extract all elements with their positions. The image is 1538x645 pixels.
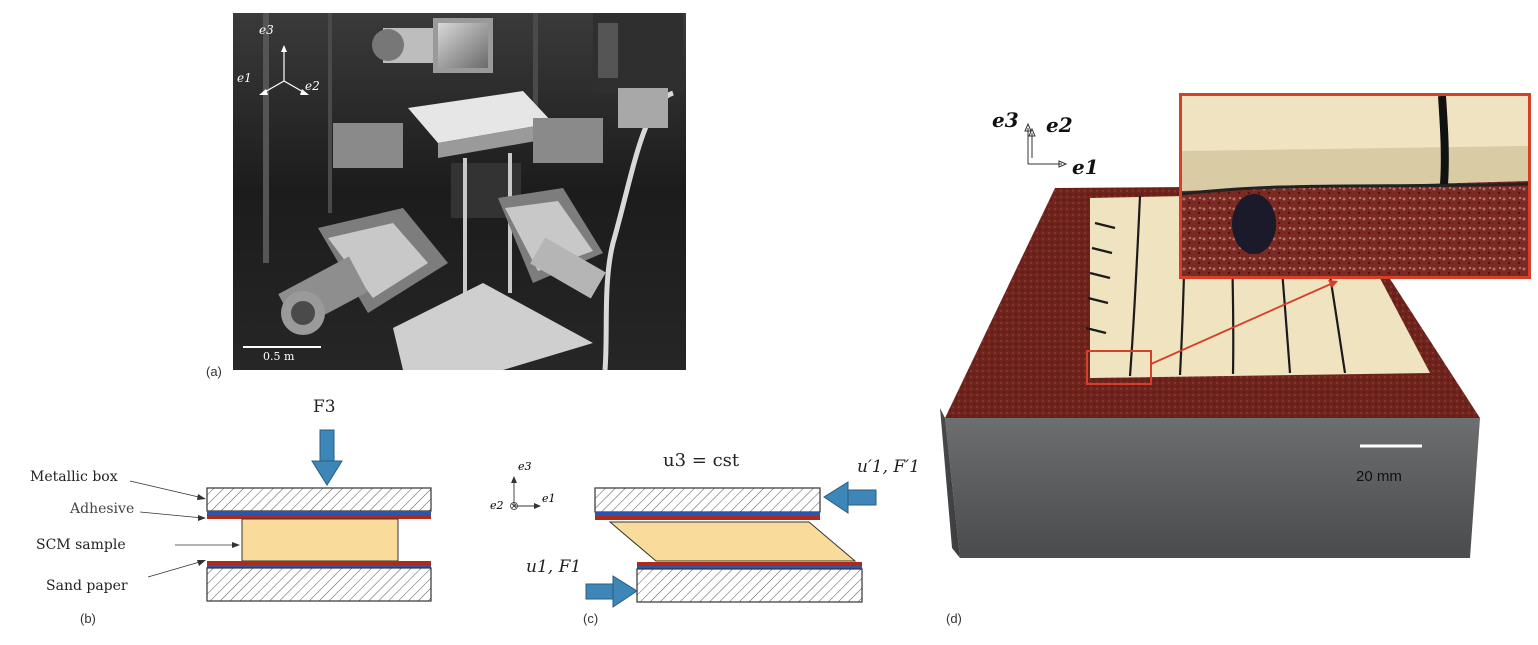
top-adhesive — [207, 511, 431, 515]
axis-c-e2-label: e2 — [490, 499, 504, 512]
scale-bar-d-label: 20 mm — [1356, 468, 1402, 485]
compression-schematic — [129, 429, 432, 602]
force-f3-arrow — [311, 429, 343, 486]
bottom-force-label: u1, F1 — [526, 557, 582, 577]
top-condition-label: u3 = cst — [663, 450, 740, 471]
shear-schematic — [510, 476, 877, 608]
axis-triad-c — [510, 476, 541, 510]
scale-bar-a-label: 0.5 m — [263, 350, 295, 363]
axis-triad-a — [259, 45, 309, 95]
axis-c-e1-label: e1 — [542, 492, 556, 505]
axis-d-e3-label: e3 — [992, 108, 1019, 132]
panel-d-photo: e3 e2 e1 20 mm — [940, 88, 1536, 568]
zoom-inset-illustration — [1182, 96, 1528, 276]
axis-d-e1-label: e1 — [1072, 155, 1099, 179]
top-force-label: u′1, F′1 — [857, 457, 920, 477]
bottom-metallic-box — [206, 567, 432, 602]
axis-c-e3-label: e3 — [518, 460, 532, 473]
axis-a-e3-label: e3 — [259, 23, 274, 37]
label-scm-sample: SCM sample — [36, 537, 126, 553]
panel-b-diagram: F3 Metallic box Adhe — [0, 395, 460, 635]
label-adhesive: Adhesive — [70, 501, 135, 517]
axis-a-e1-label: e1 — [237, 71, 252, 85]
panel-c-diagram: e3 e2 e1 u3 = cst u′1, F′1 u1, F1 — [480, 445, 920, 610]
highlight-box — [1086, 350, 1152, 385]
force-f1-prime-arrow — [823, 481, 877, 514]
axis-d-e2-label: e2 — [1046, 113, 1073, 137]
panel-b-label: (b) — [80, 611, 96, 626]
force-f1-arrow — [585, 575, 638, 608]
panel-c-label: (c) — [583, 611, 599, 626]
panel-a-photo: e3 e1 e2 0.5 m — [233, 13, 686, 370]
steel-front-face — [945, 418, 1480, 558]
bottom-metallic-box-c — [636, 568, 863, 603]
axis-a-e2-label: e2 — [305, 79, 320, 93]
zoom-inset — [1179, 93, 1531, 279]
panel-a-label: (a) — [206, 364, 222, 379]
force-f3-label: F3 — [313, 397, 336, 417]
bottom-adhesive — [207, 561, 431, 565]
top-metallic-box-c — [594, 487, 821, 513]
sheared-scm-sample — [608, 521, 857, 562]
scm-sample — [241, 518, 399, 562]
label-metallic-box: Metallic box — [30, 469, 118, 485]
top-metallic-box — [206, 487, 432, 512]
panel-d-label: (d) — [946, 611, 962, 626]
axis-triad-d — [1024, 122, 1068, 168]
machine-photo-illustration — [233, 13, 686, 370]
label-sand-paper: Sand paper — [46, 578, 128, 594]
